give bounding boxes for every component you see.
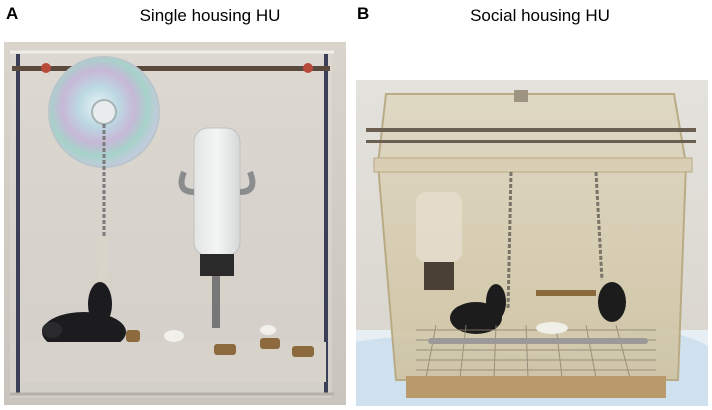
photo-single-housing (4, 42, 346, 405)
panel-b-letter: B (357, 4, 370, 23)
panel-b-title: Social housing HU (470, 6, 610, 25)
panel-a-letter: A (6, 4, 19, 23)
single-housing-cage-illustration (4, 42, 346, 405)
photo-social-housing (356, 80, 708, 406)
social-housing-cage-illustration (356, 80, 708, 406)
panel-a-title: Single housing HU (139, 6, 281, 25)
